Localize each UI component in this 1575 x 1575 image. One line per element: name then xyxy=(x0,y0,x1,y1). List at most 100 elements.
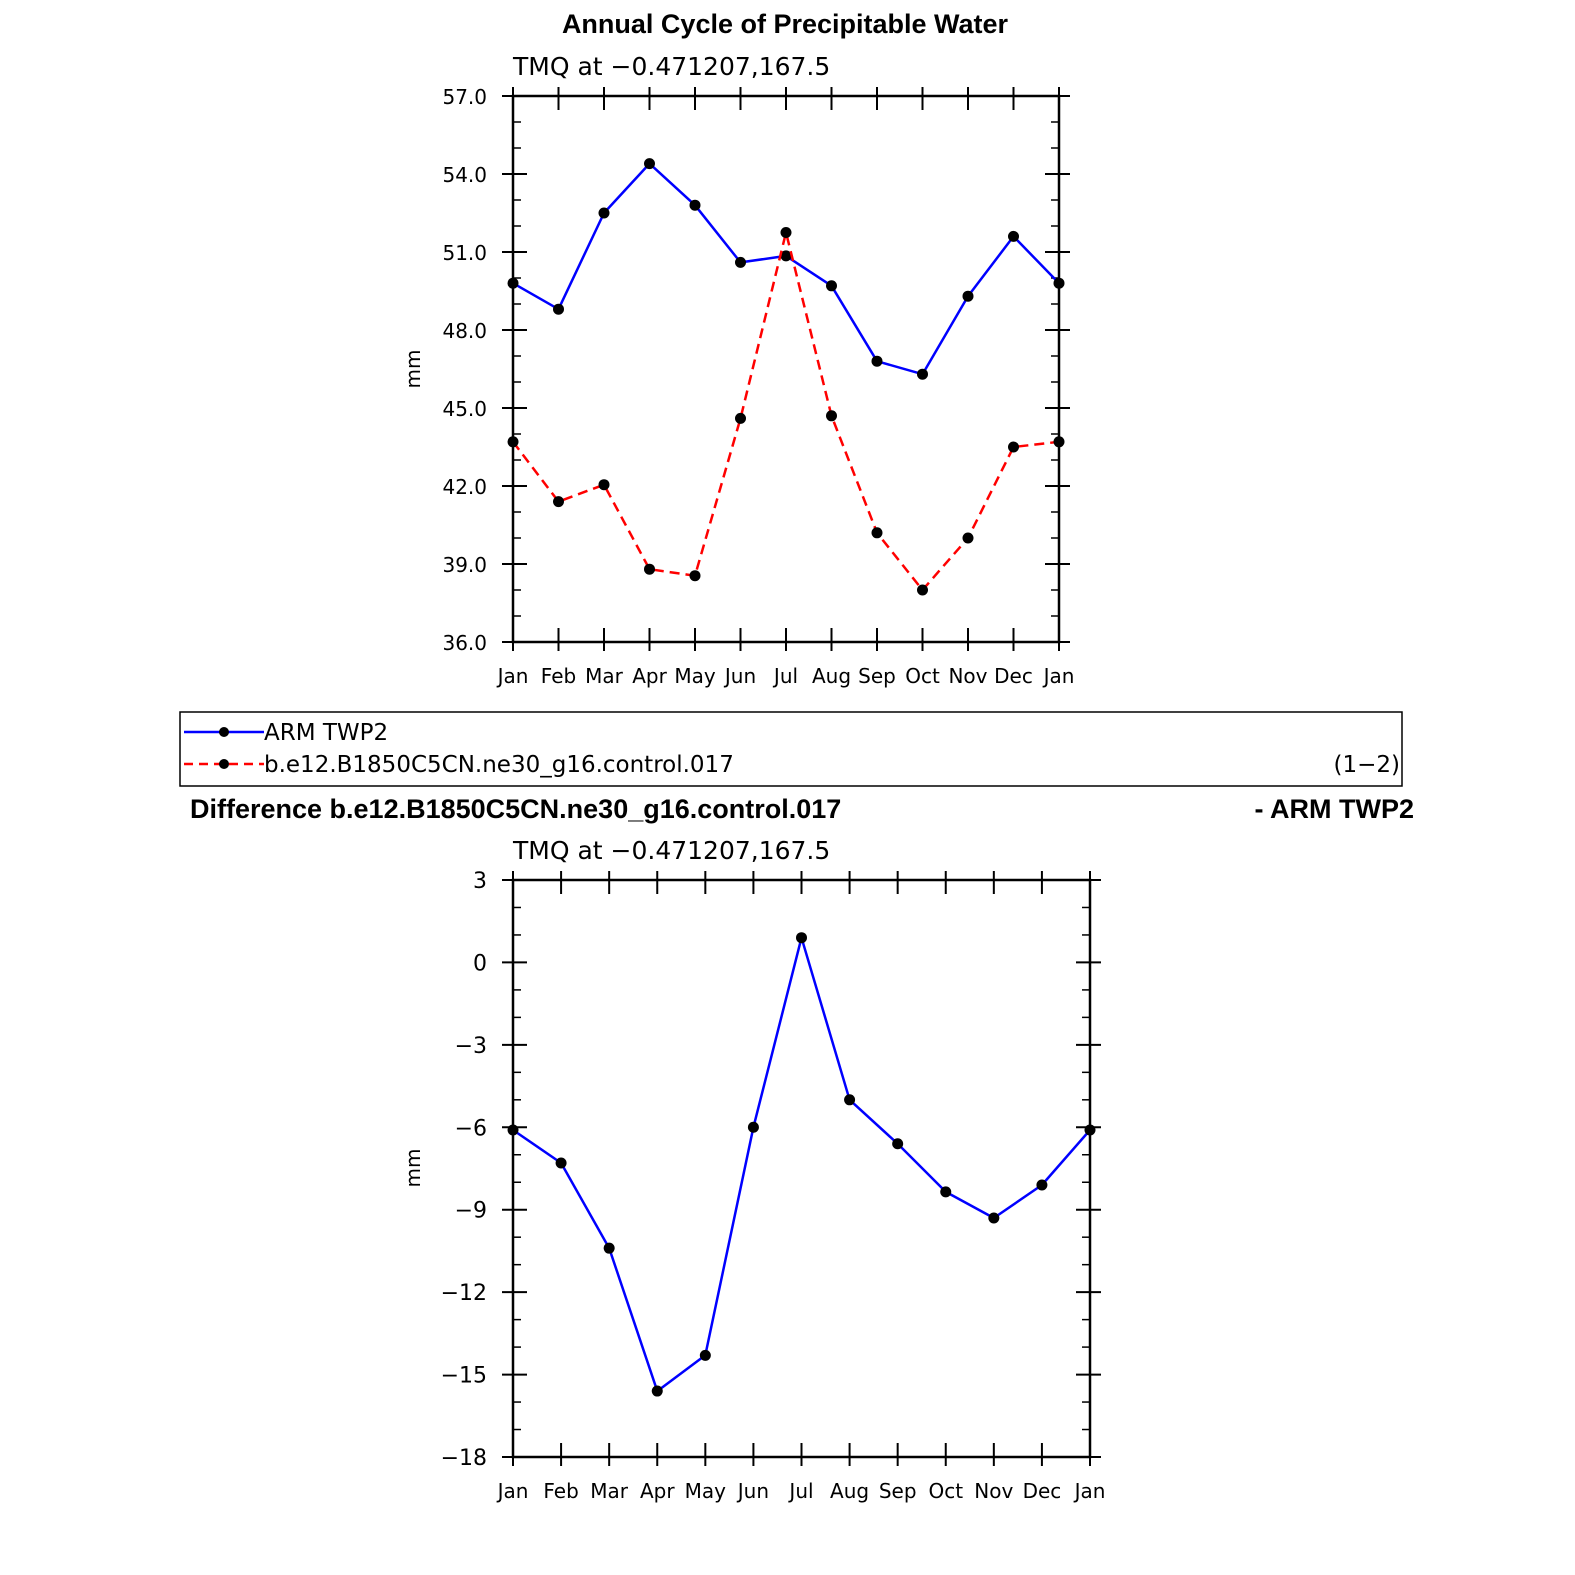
diff-chart-x-tick-label: Jun xyxy=(736,1479,769,1503)
diff-chart-x-tick-label: Jan xyxy=(496,1479,529,1503)
top-chart-x-tick-label: Sep xyxy=(858,664,896,688)
diff-chart-x-tick-label: Dec xyxy=(1023,1479,1062,1503)
diff-chart-y-tick-label: −3 xyxy=(455,1034,487,1059)
legend-label-control: b.e12.B1850C5CN.ne30_g16.control.017 xyxy=(264,752,734,778)
top-chart-y-axis-label: mm xyxy=(401,350,425,389)
top-chart-x-tick-label: Feb xyxy=(541,664,576,688)
top-chart-series-point-1 xyxy=(507,436,519,448)
top-chart-y-tick-label: 39.0 xyxy=(442,553,487,577)
top-chart-x-tick-label: Oct xyxy=(905,664,940,688)
top-chart-title: Annual Cycle of Precipitable Water xyxy=(562,9,1009,39)
top-chart-series-point-0 xyxy=(826,280,837,292)
top-chart-ticks xyxy=(502,87,1070,651)
diff-chart-series-point-0 xyxy=(603,1242,615,1254)
diff-chart-x-tick-label: Oct xyxy=(928,1479,963,1503)
top-chart-y-tick-label: 42.0 xyxy=(442,475,487,499)
top-chart-series-point-1 xyxy=(871,527,883,539)
top-chart-series-point-1 xyxy=(735,412,746,424)
top-chart-series-point-1 xyxy=(962,532,974,544)
top-chart-x-tick-labels: Jan Feb Mar Apr May Jun Jul Aug Sep Oct Nov Dec Jan xyxy=(496,664,1075,688)
legend-label-arm-twp2: ARM TWP2 xyxy=(264,720,388,746)
diff-chart-x-tick-label: Nov xyxy=(974,1479,1013,1503)
diff-chart-subtitle: TMQ at −0.471207,167.5 xyxy=(512,836,830,865)
top-chart-subtitle: TMQ at −0.471207,167.5 xyxy=(512,52,830,81)
diff-chart-x-tick-label: Feb xyxy=(543,1479,578,1503)
top-chart-y-tick-label: 54.0 xyxy=(442,163,487,187)
top-chart-series-point-0 xyxy=(1053,277,1065,289)
top-chart-series-point-1 xyxy=(780,227,792,238)
diff-chart-y-tick-label: 3 xyxy=(473,869,487,894)
top-chart-series-point-0 xyxy=(780,250,792,262)
diff-chart-x-tick-label: Mar xyxy=(590,1479,629,1503)
top-chart-x-tick-label: Dec xyxy=(994,664,1033,688)
diff-chart-series-point-0 xyxy=(699,1349,711,1361)
top-chart-y-tick-label: 45.0 xyxy=(442,397,487,421)
diff-chart-x-tick-labels: Jan Feb Mar Apr May Jun Jul Aug Sep Oct Nov Dec Jan xyxy=(496,1479,1106,1503)
legend-box xyxy=(179,711,1403,787)
top-chart-series-point-1 xyxy=(1008,441,1019,453)
diff-chart-series-point-0 xyxy=(747,1121,759,1133)
diff-chart-x-tick-label: Sep xyxy=(879,1479,917,1503)
top-chart-x-tick-label: Jan xyxy=(496,664,529,688)
diff-chart-frame xyxy=(511,878,1092,1459)
top-chart-x-tick-label: Jul xyxy=(772,664,798,688)
top-chart-y-tick-label: 36.0 xyxy=(442,631,487,655)
diff-chart-series-point-0 xyxy=(844,1094,856,1106)
top-chart-x-tick-label: Jan xyxy=(1042,664,1075,688)
diff-chart-y-tick-label: −18 xyxy=(441,1446,487,1471)
diff-chart-y-tick-label: −12 xyxy=(441,1281,487,1306)
top-chart-series-point-0 xyxy=(917,368,928,380)
diff-chart-series-point-0 xyxy=(651,1385,663,1397)
top-chart-series-point-1 xyxy=(826,410,837,422)
top-chart-series-point-1 xyxy=(1053,436,1065,448)
legend-note: (1−2) xyxy=(1334,752,1400,778)
top-chart-series-point-0 xyxy=(735,256,746,268)
top-chart-y-tick-label: 48.0 xyxy=(442,319,487,343)
top-chart-x-tick-label: May xyxy=(674,664,716,688)
diff-chart-series-point-0 xyxy=(892,1138,904,1150)
diff-chart-x-tick-label: Jul xyxy=(787,1479,813,1503)
top-chart-series-point-0 xyxy=(1008,230,1019,242)
top-chart-series-line-0 xyxy=(512,162,1060,376)
diff-chart-series xyxy=(507,932,1096,1397)
top-chart-x-tick-label: Nov xyxy=(948,664,987,688)
top-chart-series-point-0 xyxy=(871,355,883,367)
diff-chart-y-tick-label: −15 xyxy=(441,1364,487,1389)
top-chart-series-point-1 xyxy=(553,496,564,508)
diff-chart-y-tick-label: −6 xyxy=(455,1116,487,1141)
top-chart-x-tick-label: Jun xyxy=(723,664,756,688)
top-chart-series-point-0 xyxy=(553,303,564,315)
top-chart-x-tick-label: Apr xyxy=(632,664,667,688)
top-chart-x-tick-label: Mar xyxy=(585,664,624,688)
top-chart-frame xyxy=(511,94,1061,644)
top-chart-plot: Jan Feb Mar Apr May Jun Jul Aug Sep Oct Nov Dec Jan … xyxy=(401,85,1074,688)
diff-chart-y-tick-label: −9 xyxy=(455,1199,487,1224)
diff-chart-series-point-0 xyxy=(1084,1124,1096,1136)
diff-chart-plot: Jan Feb Mar Apr May Jun Jul Aug Sep Oct Nov Dec Jan … xyxy=(401,869,1105,1503)
top-chart-series-point-1 xyxy=(689,570,701,582)
legend-marker-arm-twp2 xyxy=(219,727,229,737)
legend-marker-control xyxy=(219,759,229,769)
top-chart-series-point-1 xyxy=(917,584,928,596)
top-chart-series-point-1 xyxy=(598,479,610,491)
top-chart-series-point-0 xyxy=(507,277,519,289)
diff-chart-y-tick-labels: −18 −15 −12 −9 −6 −3 0 3 xyxy=(441,869,487,1471)
top-chart-y-tick-labels: 36.0 39.0 42.0 45.0 48.0 51.0 54.0 57.0 xyxy=(442,85,487,655)
top-chart-series-point-0 xyxy=(644,158,655,170)
diff-chart-series-point-0 xyxy=(796,932,807,944)
diff-chart-series-point-0 xyxy=(507,1124,519,1136)
diff-chart-y-tick-label: 0 xyxy=(473,951,487,976)
diff-chart-title-left: Difference b.e12.B1850C5CN.ne30_g16.cont… xyxy=(190,794,841,824)
diff-chart-title-right: - ARM TWP2 xyxy=(1255,794,1414,824)
diff-chart-y-axis-label: mm xyxy=(401,1149,425,1188)
diff-chart-series-point-0 xyxy=(1036,1179,1048,1191)
diff-chart-x-tick-label: Apr xyxy=(640,1479,675,1503)
top-chart-series-point-1 xyxy=(644,563,655,575)
diff-chart-x-tick-label: May xyxy=(685,1479,727,1503)
diff-chart-series-line-0 xyxy=(512,936,1091,1393)
diff-chart-ticks xyxy=(502,871,1101,1466)
top-chart-x-tick-label: Aug xyxy=(812,664,851,688)
legend: ARM TWP2 b.e12.B1850C5CN.ne30_g16.contro… xyxy=(179,711,1403,787)
top-chart-series xyxy=(507,158,1065,596)
